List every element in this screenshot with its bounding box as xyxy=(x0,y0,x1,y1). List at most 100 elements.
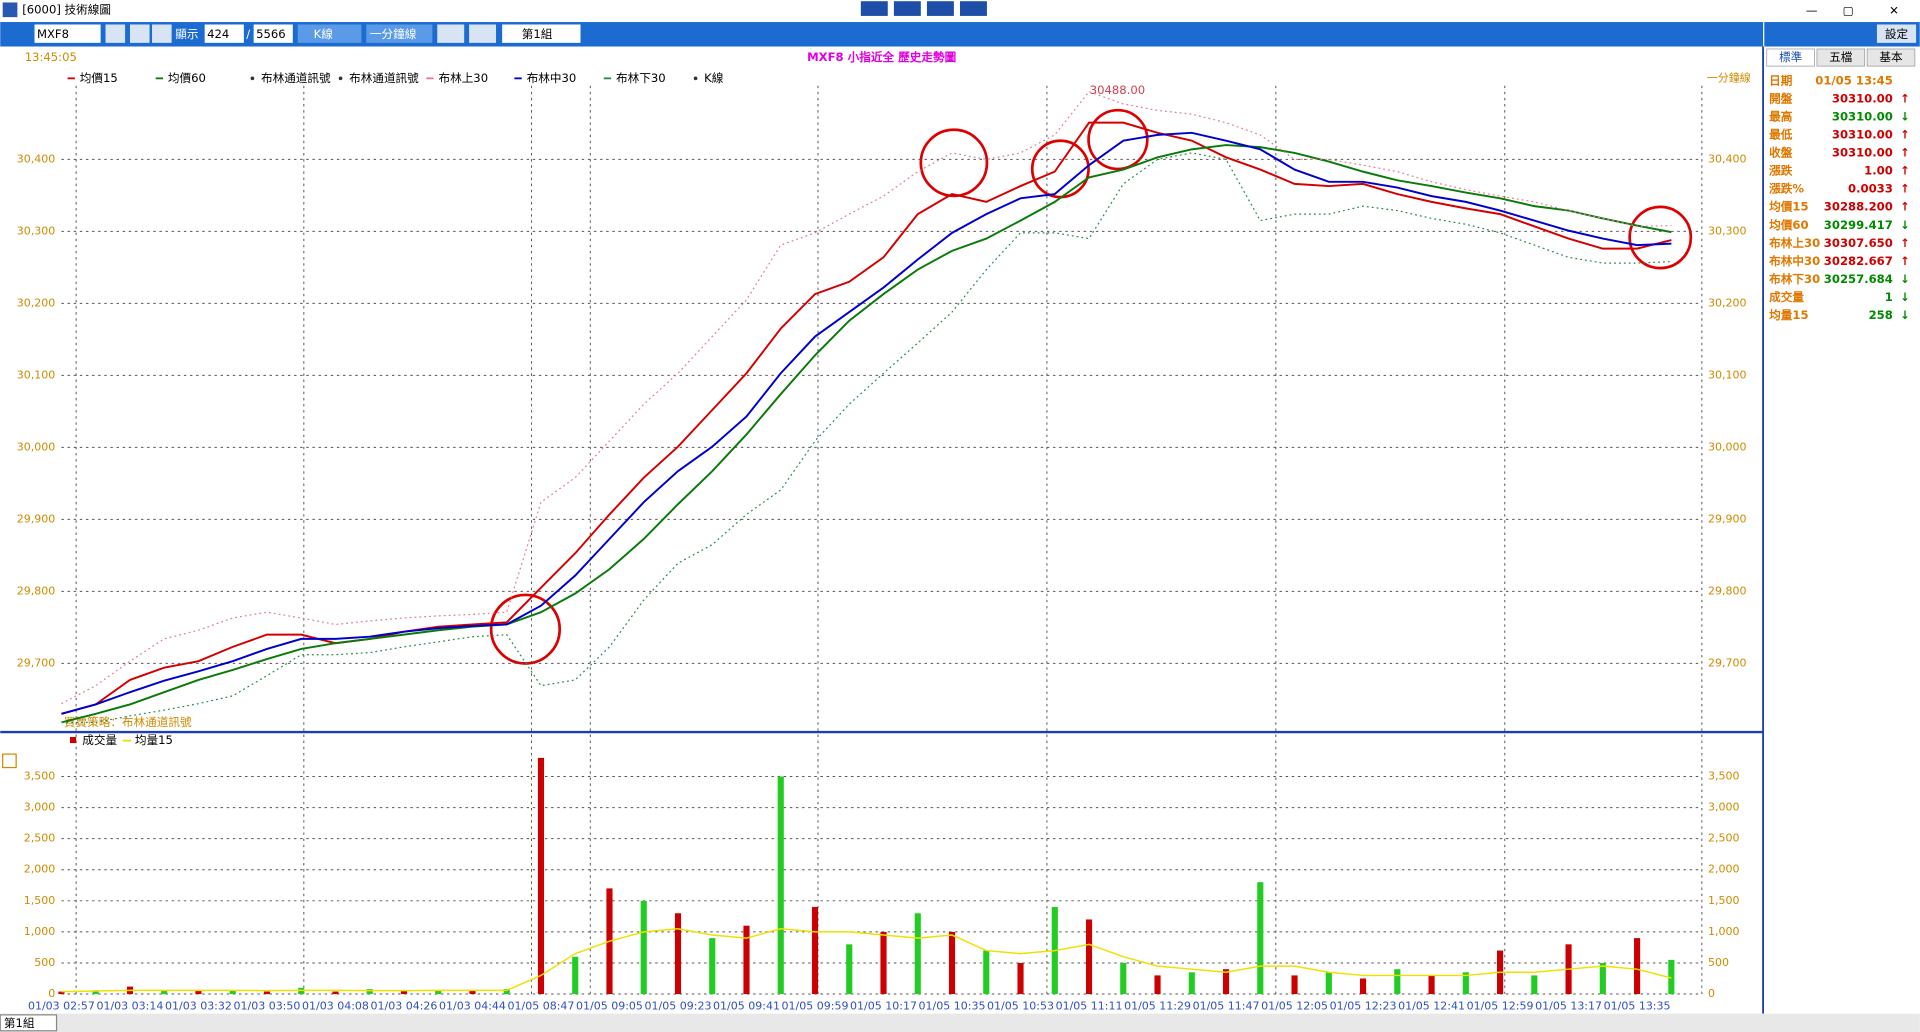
volume-bar xyxy=(1325,972,1332,995)
symbol: MXF8 xyxy=(37,27,69,41)
toolbar xyxy=(0,22,1764,47)
close[interactable]: ✕ xyxy=(1889,4,1899,18)
quote-arrow: ↑ xyxy=(1900,127,1910,141)
x-tick-label: 01/05 12:59 xyxy=(1467,999,1534,1012)
tab[interactable] xyxy=(1866,48,1916,67)
settings-button[interactable] xyxy=(1876,24,1917,43)
volume-bar xyxy=(640,900,647,995)
volume-bar xyxy=(948,931,956,995)
y-tick-label: 1,500 xyxy=(24,894,56,907)
y-tick-label: 500 xyxy=(34,956,55,969)
group: 第1組 xyxy=(522,27,553,41)
group-box[interactable] xyxy=(502,24,581,43)
pen-button[interactable] xyxy=(469,24,497,43)
volume-bar xyxy=(777,776,784,995)
shown-box[interactable] xyxy=(204,24,244,43)
quote-arrow: ↑ xyxy=(1900,164,1910,178)
x-tick-label: 01/05 10:17 xyxy=(850,999,917,1012)
tab[interactable] xyxy=(1816,48,1866,67)
quote-label: 均量15 xyxy=(1769,308,1808,322)
quote-label: 布林上30 xyxy=(1769,236,1820,250)
quote-value: 30288.200 xyxy=(1824,200,1893,214)
volume-bar xyxy=(572,956,579,995)
y-tick-label-right: 29,700 xyxy=(1708,656,1747,669)
down-button[interactable] xyxy=(152,24,172,43)
y-tick-label: 30,300 xyxy=(17,224,56,237)
tab-label: 基本 xyxy=(1879,50,1903,64)
y-tick-label: 30,200 xyxy=(17,296,56,309)
line-series xyxy=(61,121,1672,715)
y-tick-label: 29,900 xyxy=(17,512,56,525)
x-tick-label: 01/05 09:41 xyxy=(713,999,780,1012)
status-group-box[interactable] xyxy=(0,1014,58,1032)
volume-bar xyxy=(58,991,65,995)
up-button[interactable] xyxy=(129,24,150,43)
time: 13:45:05 xyxy=(25,50,77,64)
quote-value: 0.0033 xyxy=(1848,182,1893,196)
window-title: [6000] 技術線圖 xyxy=(22,2,111,16)
tab[interactable] xyxy=(1766,48,1815,67)
y-tick-label-right: 29,900 xyxy=(1708,512,1747,525)
shape-button[interactable] xyxy=(437,24,465,43)
y-tick-label: 1,000 xyxy=(24,925,56,938)
y-tick-label-right: 30,300 xyxy=(1708,224,1747,237)
period: 一分鐘線 xyxy=(370,27,417,41)
x-tick-label: 01/03 03:32 xyxy=(165,999,232,1012)
legend-label: 布林通道訊號 xyxy=(349,71,419,85)
quote-label: 漲跌% xyxy=(1769,182,1804,196)
y-tick-label-right: 3,500 xyxy=(1708,770,1740,783)
quote-arrow: ↑ xyxy=(1900,91,1910,105)
volume-bar xyxy=(811,907,819,995)
total-box xyxy=(253,24,293,43)
display-label: 顯示 xyxy=(175,27,198,41)
volume-bar xyxy=(709,938,716,995)
quote-value: 30307.650 xyxy=(1824,236,1893,250)
quote-label: 收盤 xyxy=(1769,146,1793,160)
chart-kind: K線 xyxy=(314,27,334,41)
volume-bar xyxy=(674,913,682,995)
y-tick-label-right: 29,800 xyxy=(1708,584,1747,597)
volume-bar xyxy=(743,925,750,995)
legend-label: 均價60 xyxy=(168,71,206,85)
line-series xyxy=(61,152,1672,724)
legend-label: 布林通道訊號 xyxy=(261,71,331,85)
maximize[interactable]: ▢ xyxy=(1843,4,1854,18)
x-tick-label: 01/03 02:57 xyxy=(28,999,95,1012)
x-tick-label: 01/03 03:14 xyxy=(96,999,163,1012)
x-tick-label: 01/05 09:05 xyxy=(576,999,643,1012)
y-tick-label-right: 2,000 xyxy=(1708,863,1740,876)
volume-bar xyxy=(469,990,476,995)
x-tick-label: 01/05 13:17 xyxy=(1535,999,1602,1012)
y-tick-label-right: 1,500 xyxy=(1708,894,1740,907)
x-tick-label: 01/05 09:59 xyxy=(782,999,849,1012)
volume-ma xyxy=(61,928,1672,993)
legend-label: K線 xyxy=(704,71,724,85)
x-tick-label: 01/05 12:41 xyxy=(1398,999,1465,1012)
x-tick-label: 01/05 12:05 xyxy=(1261,999,1328,1012)
window-center-buttons[interactable] xyxy=(860,1,987,16)
volume-bar xyxy=(537,757,545,995)
volume-bar xyxy=(1394,969,1401,995)
y-tick-label-right: 30,400 xyxy=(1708,152,1747,165)
symbol-box[interactable] xyxy=(34,24,101,43)
chart-title: MXF8 小指近全 歷史走勢圖 xyxy=(807,50,956,64)
search-button[interactable] xyxy=(105,24,126,43)
kind-button[interactable] xyxy=(297,24,362,43)
quote-label: 最低 xyxy=(1769,127,1793,141)
x-tick-label: 01/05 09:23 xyxy=(645,999,712,1012)
period-button[interactable] xyxy=(366,24,433,43)
volume-bar xyxy=(1428,975,1435,995)
volume-bar xyxy=(880,931,887,995)
y-tick-label: 3,000 xyxy=(24,801,56,814)
quote-value: 01/05 13:45 xyxy=(1815,73,1893,87)
volume-bar xyxy=(400,990,408,995)
volume-toggle[interactable] xyxy=(2,753,17,769)
quote-label: 日期 xyxy=(1769,73,1792,87)
y-tick-label: 2,000 xyxy=(24,863,56,876)
y-tick-label-right: 3,000 xyxy=(1708,801,1740,814)
minimize[interactable]: — xyxy=(1806,4,1818,18)
x-tick-label: 01/03 04:26 xyxy=(371,999,438,1012)
quote-label: 均價60 xyxy=(1769,218,1808,232)
volume-bar xyxy=(914,913,921,995)
